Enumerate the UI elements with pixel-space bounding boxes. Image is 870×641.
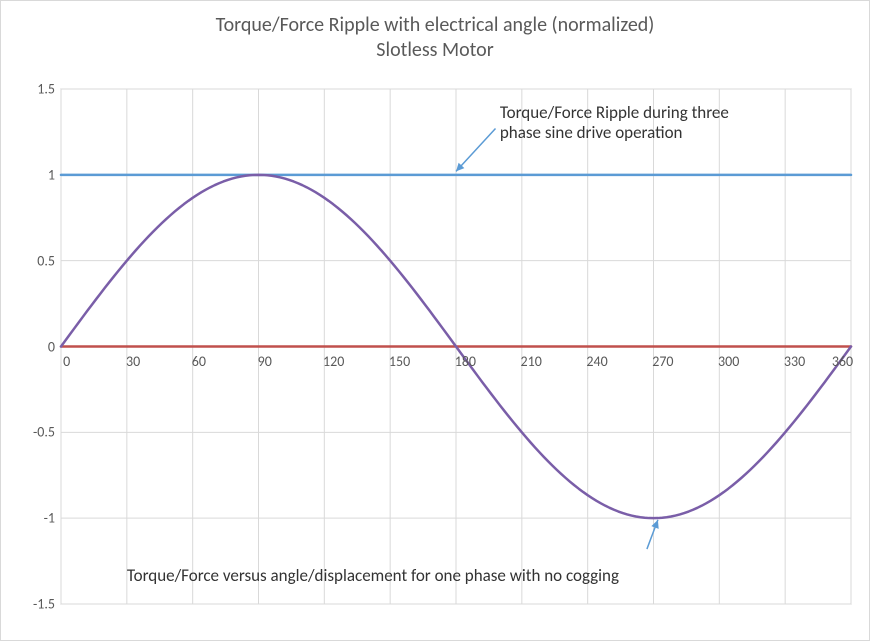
chart-title: Torque/Force Ripple with electrical angl…: [1, 1, 869, 63]
x-tick-label: 0: [63, 349, 70, 370]
y-tick-label: -1.5: [33, 596, 61, 613]
x-tick-label: 30: [126, 349, 140, 370]
x-tick-label: 150: [389, 349, 410, 370]
x-tick-label: 270: [652, 349, 673, 370]
x-tick-label: 90: [258, 349, 272, 370]
x-tick-label: 180: [455, 349, 476, 370]
x-tick-label: 300: [718, 349, 739, 370]
y-tick-label: -0.5: [33, 424, 61, 441]
anno-one-phase: Torque/Force versus angle/displacement f…: [127, 566, 619, 586]
chart-title-line2: Slotless Motor: [376, 38, 493, 62]
chart-container: Torque/Force Ripple with electrical angl…: [0, 0, 870, 641]
x-tick-label: 60: [192, 349, 206, 370]
chart-title-line1: Torque/Force Ripple with electrical angl…: [216, 13, 655, 37]
anno-one-phase-line: Torque/Force versus angle/displacement f…: [127, 565, 619, 586]
anno-three-phase: Torque/Force Ripple during threephase si…: [500, 103, 729, 144]
y-tick-label: 1: [48, 166, 61, 183]
x-tick-label: 210: [521, 349, 542, 370]
x-tick-label: 360: [832, 349, 853, 370]
anno-three-phase-line: phase sine drive operation: [500, 122, 683, 143]
anno-three-phase-line: Torque/Force Ripple during three: [500, 102, 729, 123]
y-tick-label: 0: [48, 338, 61, 355]
x-tick-label: 120: [323, 349, 344, 370]
plot-area: -1.5-1-0.500.511.50306090120150180210240…: [61, 89, 851, 604]
y-tick-label: 0.5: [37, 252, 61, 269]
y-tick-label: -1: [44, 510, 61, 527]
y-tick-label: 1.5: [37, 81, 61, 98]
x-tick-label: 240: [586, 349, 607, 370]
x-tick-label: 330: [784, 349, 805, 370]
plot-svg: [61, 89, 851, 604]
